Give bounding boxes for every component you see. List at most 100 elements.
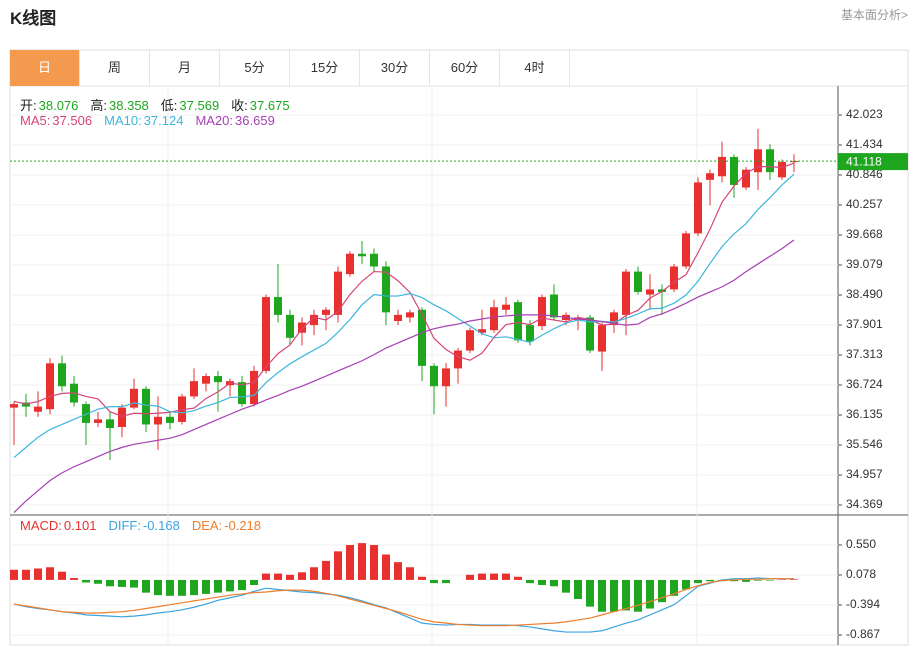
macd-bar xyxy=(46,567,54,580)
legend-name: DIFF: xyxy=(108,518,141,533)
candle-body xyxy=(166,416,174,423)
candle-body xyxy=(466,330,474,351)
macd-bar xyxy=(178,579,186,596)
y-tick-label: 41.434 xyxy=(846,137,883,151)
candle-body xyxy=(10,404,18,408)
legend-name: MACD: xyxy=(20,518,62,533)
macd-bar xyxy=(538,579,546,586)
legend-name: DEA: xyxy=(191,518,223,533)
macd-bar xyxy=(406,567,414,580)
fundamental-link[interactable]: 基本面分析> xyxy=(840,8,908,22)
candle-body xyxy=(610,312,618,326)
macd-bar xyxy=(490,573,498,580)
candle-body xyxy=(310,314,318,326)
candle-body xyxy=(730,156,738,185)
legend-value: -0.218 xyxy=(224,518,262,533)
macd-bar xyxy=(166,579,174,596)
y-tick-label: 37.901 xyxy=(846,317,883,331)
candle-body xyxy=(430,365,438,387)
tab[interactable]: 5分 xyxy=(220,50,290,86)
legend-item: DIFF: -0.168 xyxy=(108,518,181,533)
y-tick-label: 39.668 xyxy=(846,227,883,241)
candle-body xyxy=(442,368,450,387)
macd-bar xyxy=(634,579,642,612)
candle-body xyxy=(130,388,138,408)
macd-bar xyxy=(646,579,654,609)
legend-value: -0.168 xyxy=(142,518,180,533)
y-tick-label: 0.078 xyxy=(846,567,876,581)
tab[interactable]: 60分 xyxy=(430,50,500,86)
macd-bar xyxy=(322,560,330,580)
candle-body xyxy=(334,271,342,315)
tab[interactable]: 月 xyxy=(150,50,220,86)
macd-bar xyxy=(154,579,162,596)
candle-body xyxy=(298,322,306,333)
title: K线图 xyxy=(10,9,57,28)
candle-body xyxy=(82,404,90,423)
last-price-label: 41.118 xyxy=(846,154,882,168)
candle-body xyxy=(214,376,222,383)
candle-body xyxy=(514,302,522,341)
macd-bar xyxy=(250,579,258,586)
candle-body xyxy=(142,388,150,425)
y-tick-label: 36.724 xyxy=(846,377,883,391)
candle-body xyxy=(46,363,54,410)
candle-body xyxy=(322,309,330,315)
tab[interactable]: 30分 xyxy=(360,50,430,86)
tab[interactable]: 日 xyxy=(10,50,80,86)
macd-bar xyxy=(466,574,474,580)
candle-body xyxy=(34,406,42,412)
legend-item: MACD: 0.101 xyxy=(20,518,98,533)
info-item: 高: 38.358 xyxy=(90,98,150,113)
macd-bar xyxy=(10,569,18,580)
candle-body xyxy=(550,294,558,318)
candle-body xyxy=(370,253,378,267)
info-item: 收: 37.675 xyxy=(231,98,291,113)
ma-line xyxy=(13,173,795,459)
macd-bar xyxy=(658,579,666,603)
macd-bar xyxy=(106,579,114,587)
candle-body xyxy=(394,314,402,322)
legend-name: MA10: xyxy=(104,113,142,128)
y-tick-label: 34.957 xyxy=(846,467,883,481)
frame xyxy=(9,49,909,646)
macd-bar xyxy=(346,544,354,580)
macd-bar xyxy=(238,579,246,591)
macd-bar xyxy=(754,579,762,581)
candle-body xyxy=(382,266,390,313)
candle-body xyxy=(58,363,66,387)
info-value: 38.358 xyxy=(109,98,149,113)
candle-body xyxy=(94,419,102,423)
candle-body xyxy=(586,317,594,351)
tab[interactable]: 15分 xyxy=(290,50,360,86)
y-tick-label: 34.369 xyxy=(846,497,883,511)
legend-item: DEA: -0.218 xyxy=(192,518,263,533)
y-tick-label: 39.079 xyxy=(846,257,883,271)
info-label: 收: xyxy=(231,98,248,113)
ma-line xyxy=(13,578,794,627)
tab[interactable]: 4时 xyxy=(500,50,570,86)
macd-bar xyxy=(574,579,582,599)
info-value: 37.569 xyxy=(179,98,220,113)
y-tick-label: -0.394 xyxy=(846,597,880,611)
ma-legend: MA5: 37.506 MA10: 37.124 MA20: 36.659 xyxy=(20,113,287,128)
macd-bar xyxy=(70,578,78,580)
macd-bar xyxy=(622,579,630,611)
candle-body xyxy=(286,314,294,338)
macd-bar xyxy=(94,579,102,584)
macd-bar xyxy=(190,579,198,596)
macd-bar xyxy=(394,562,402,580)
info-item: 低: 37.569 xyxy=(161,98,221,113)
macd-bar xyxy=(382,554,390,580)
info-label: 高: xyxy=(90,98,108,113)
candle-body xyxy=(718,156,726,177)
legend-name: MA20: xyxy=(195,113,234,128)
macd-bar xyxy=(334,551,342,580)
info-label: 开: xyxy=(20,98,37,113)
macd-legend: MACD: 0.101 DIFF: -0.168 DEA: -0.218 xyxy=(20,518,273,533)
candle-body xyxy=(622,271,630,315)
tab[interactable]: 周 xyxy=(80,50,150,86)
macd-bar xyxy=(298,572,306,580)
